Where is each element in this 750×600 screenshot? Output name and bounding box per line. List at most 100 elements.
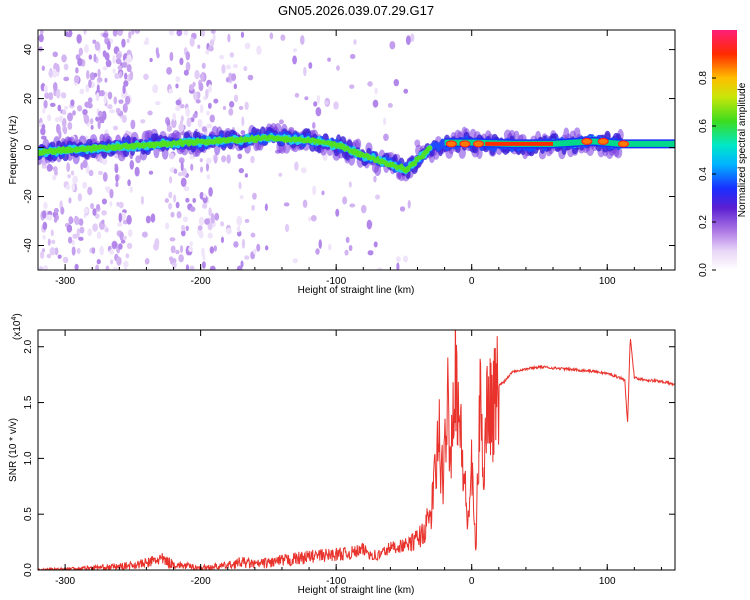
spectrogram-noise-cell [42,107,46,114]
spectrogram-noise-cell [115,181,119,188]
spectrogram-noise-cell [96,203,100,210]
spectrogram-noise-cell [239,194,244,200]
spectrogram-noise-cell [40,135,47,140]
spectrogram-noise-cell [292,55,297,65]
spectrogram-noise-cell [102,171,108,182]
spectrogram-noise-cell [348,244,353,252]
spectrogram-noise-cell [219,55,225,60]
spectrogram-noise-cell [94,41,101,51]
spectrogram-y-tick-label: 0 [23,144,34,150]
spectrogram-noise-cell [403,88,409,94]
spectrogram-noise-cell [62,126,68,135]
spectrogram-noise-cell [180,177,187,188]
spectrogram-noise-cell [52,68,57,78]
spectrogram-noise-cell [117,65,123,71]
spectrogram-noise-cell [225,64,231,70]
spectrogram-noise-cell [109,249,115,255]
spectrogram-noise-cell [201,261,206,269]
spectrogram-noise-cell [92,223,98,232]
spectrogram-noise-cell [57,254,62,259]
spectrogram-noise-cell [188,246,193,252]
spectrogram-noise-cell [68,236,73,244]
snr-y-tick-label: 1.0 [23,451,34,465]
spectrogram-noise-cell [92,208,97,216]
spectrogram-noise-cell [112,30,118,37]
spectrogram-noise-cell [192,197,197,204]
spectrogram-noise-cell [55,214,59,221]
spectrogram-noise-cell [125,95,131,105]
spectrogram-noise-cell [115,53,122,60]
spectrogram-noise-cell [83,44,89,54]
spectrogram-noise-cell [76,33,82,44]
spectrogram-noise-cell [209,39,215,47]
spectrogram-noise-cell [207,232,213,239]
spectrogram-noise-cell [170,258,177,263]
spectrogram-noise-cell [52,81,58,92]
spectrogram-noise-cell [121,38,126,48]
spectrogram-noise-cell [180,161,184,172]
spectrogram-noise-cell [360,204,367,214]
spectrogram-noise-cell [76,247,81,255]
spectrogram-noise-cell [318,239,322,249]
spectrogram-noise-cell [189,241,193,247]
spectrogram-noise-cell [101,198,107,205]
spectrogram-noise-cell [88,54,92,60]
spectrogram-noise-cell [38,46,43,52]
spectrogram-noise-cell [126,214,132,225]
spectrogram-noise-cell [85,84,90,93]
spectrogram-noise-cell [256,243,261,252]
spectrogram-noise-cell [44,92,50,99]
spectrogram-noise-cell [168,191,173,199]
spectrogram-noise-cell [88,79,92,89]
spectrogram-noise-cell [185,225,189,232]
spectrogram-marks [38,30,675,270]
spectrogram-noise-cell [126,54,132,64]
spectrogram-noise-cell [396,262,400,270]
spectrogram-noise-cell [212,32,216,43]
spectrogram-noise-cell [311,122,316,129]
spectrogram-noise-cell [292,48,298,53]
spectrogram-noise-cell [122,235,127,240]
spectrogram-noise-cell [48,70,54,77]
spectrogram-noise-cell [87,102,93,109]
spectrogram-noise-cell [171,118,177,129]
spectrogram-noise-cell [373,241,378,248]
spectrogram-noise-cell [205,162,210,172]
spectrogram-noise-cell [129,159,135,170]
spectrogram-y-ticks: -40 -20 0 20 40 [23,44,675,253]
spectrogram-noise-cell [42,221,48,230]
spectrogram-noise-cell [200,166,204,173]
spectrogram-noise-cell [241,116,245,127]
spectrogram-noise-cell [210,30,216,34]
spectrogram-noise-cell [236,225,241,233]
spectrogram-noise-cell [250,232,256,238]
colorbar-ticks: 0.0 0.2 0.4 0.6 0.8 [698,71,716,277]
colorbar-tick-label: 0.4 [698,167,709,181]
spectrogram-noise-cell [58,115,64,123]
spectrogram-noise-cell [67,174,71,179]
snr-y-tick-label: 1.5 [23,395,34,409]
spectrogram-noise-cell [192,113,198,119]
spectrogram-noise-cell [175,201,180,209]
spectrogram-noise-cell [98,170,103,176]
spectrogram-noise-cell [63,105,69,110]
spectrogram-noise-cell [209,114,215,123]
spectrogram-noise-cell [144,258,150,265]
spectrogram-noise-cell [109,38,114,44]
spectrogram-noise-cell [141,231,148,238]
spectrogram-noise-cell [328,243,332,251]
spectrogram-noise-cell [127,229,133,238]
spectrogram-noise-cell [52,166,58,172]
spectrogram-noise-cell [185,61,191,72]
spectrogram-noise-cell [72,233,78,239]
spectrogram-noise-cell [206,174,211,180]
snr-x-tick-label: -200 [191,576,211,587]
spectrogram-noise-cell [116,201,121,207]
spectrogram-noise-cell [61,54,67,63]
spectrogram-noise-cell [106,40,111,51]
spectrogram-x-axis-label: Height of straight line (km) [298,285,415,296]
spectrogram-noise-cell [170,211,175,218]
spectrogram-noise-cell [382,117,387,126]
spectrogram-noise-cell [49,247,56,256]
spectrogram-noise-cell [195,99,201,104]
